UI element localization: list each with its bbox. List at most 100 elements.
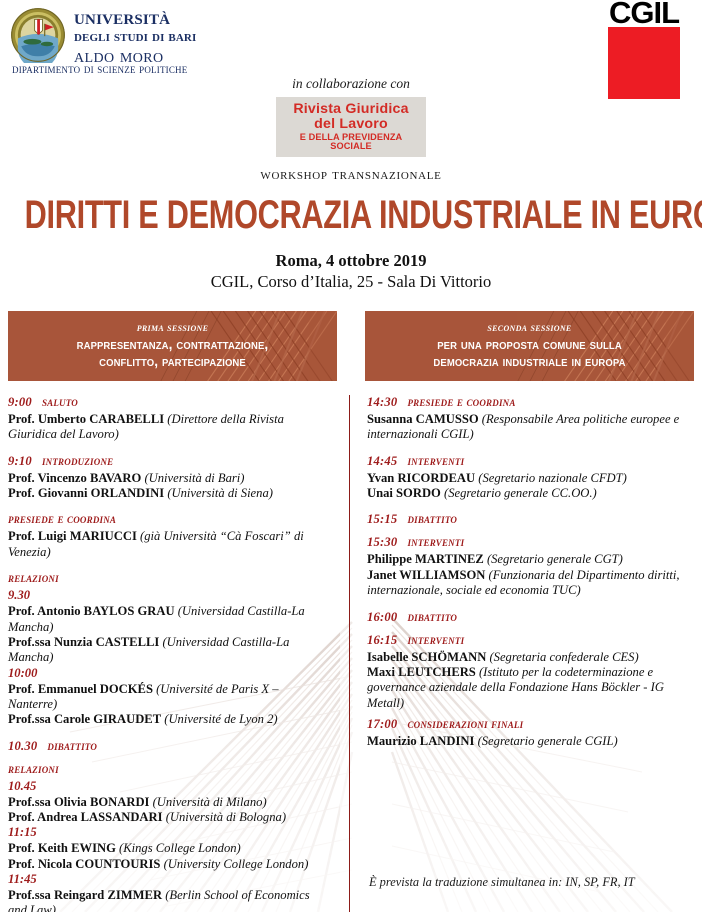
- speaker-name: Maxi LEUTCHERS: [367, 664, 476, 679]
- journal-line-3: E DELLA PREVIDENZA SOCIALE: [299, 131, 403, 152]
- program-speaker: Prof. Luigi MARIUCCI (già Università “Cà…: [8, 529, 328, 560]
- speaker-affiliation: (University College London): [163, 856, 309, 871]
- program-speaker: Prof. Vincenzo BAVARO (Università di Bar…: [8, 471, 328, 486]
- event-venue: CGIL, Corso d’Italia, 25 - Sala Di Vitto…: [210, 272, 492, 291]
- program-heading: 17:00 Considerazioni finali: [367, 717, 689, 732]
- page-title: DIRITTI E DEMOCRAZIA INDUSTRIALE IN EURO…: [24, 191, 702, 237]
- program-speaker: Philippe MARTINEZ (Segretario generale C…: [367, 552, 689, 567]
- session-2-title-line-1: Per una proposta comune sulla: [437, 337, 622, 354]
- program-time: 10:00: [8, 665, 38, 680]
- program-heading: 16:00 Dibattito: [367, 610, 689, 625]
- speaker-name: Prof. Andrea LASSANDARI: [8, 810, 163, 825]
- program-time: 16:15: [367, 632, 398, 647]
- session-banner-2: Seconda Sessione Per una proposta comune…: [365, 311, 694, 381]
- university-line-2: degli Studi di Bari: [74, 28, 197, 45]
- speaker-affiliation: (Segretario generale CGIL): [477, 733, 618, 748]
- program-spacer: [8, 443, 328, 454]
- speaker-name: Maurizio LANDINI: [367, 733, 475, 748]
- program-time: 17:00: [367, 716, 398, 731]
- event-date: Roma, 4 ottobre 2019: [275, 251, 427, 270]
- speaker-affiliation: (Université de Lyon 2): [164, 712, 278, 727]
- speaker-name: Janet WILLIAMSON: [367, 567, 486, 582]
- program-speaker: Prof. Emmanuel DOCKÉS (Université de Par…: [8, 682, 328, 713]
- program-time: 9:10: [8, 453, 32, 468]
- program-speaker: Prof.ssa Nunzia CASTELLI (Universidad Ca…: [8, 635, 328, 666]
- banner-texture-2: [365, 311, 694, 381]
- program-heading-label: Interventi: [407, 535, 465, 550]
- program-time: 10.30: [8, 738, 38, 753]
- program-heading: Relazioni: [8, 762, 328, 777]
- program-heading: Relazioni: [8, 571, 328, 586]
- program-heading: 9:00 Saluto: [8, 395, 328, 410]
- program-speaker: Prof. Antonio BAYLOS GRAU (Universidad C…: [8, 604, 328, 635]
- program-time: 11:45: [8, 872, 37, 887]
- session-banners: Prima Sessione Rappresentanza, contratta…: [0, 311, 702, 381]
- program-time: 16:00: [367, 609, 398, 624]
- program-heading-label: Presiede e coordina: [8, 512, 117, 527]
- program-time: 10.45: [8, 778, 37, 793]
- program-time: 14:45: [367, 453, 398, 468]
- program-spacer: [367, 501, 689, 512]
- translation-note: È prevista la traduzione simultanea in: …: [369, 875, 635, 889]
- program-speaker: Prof. Nicola COUNTOURIS (University Coll…: [8, 857, 328, 872]
- speaker-affiliation: (Università di Bologna): [165, 810, 287, 825]
- program-heading-label: Relazioni: [8, 571, 59, 586]
- program-speaker: Prof. Umberto CARABELLI (Direttore della…: [8, 412, 328, 443]
- university-branding: Università degli Studi di Bari Aldo Moro: [10, 6, 196, 66]
- university-name: Università degli Studi di Bari Aldo Moro: [74, 6, 196, 66]
- program-heading: 14:45 Interventi: [367, 454, 689, 469]
- session-2-kicker: Seconda Sessione: [487, 322, 572, 335]
- program-speaker: Isabelle SCHÖMANN (Segretaria confederal…: [367, 650, 689, 665]
- program-time: 9:00: [8, 395, 32, 409]
- program-speaker: Prof.ssa Reingard ZIMMER (Berlin School …: [8, 888, 328, 912]
- speaker-name: Prof.ssa Reingard ZIMMER: [8, 888, 163, 903]
- program-spacer: [8, 501, 328, 512]
- program-heading: 15:15 Dibattito: [367, 512, 689, 527]
- program-speaker: Prof.ssa Olivia BONARDI (Università di M…: [8, 795, 328, 810]
- speaker-name: Prof. Giovanni ORLANDINI: [8, 486, 165, 501]
- speaker-name: Prof. Antonio BAYLOS GRAU: [8, 604, 175, 619]
- speaker-name: Prof. Umberto CARABELLI: [8, 412, 165, 426]
- program-speaker: Unai SORDO (Segretario generale CC.OO.): [367, 486, 689, 501]
- program-heading-label: Considerazioni finali: [407, 716, 524, 731]
- program-time: 11:15: [8, 825, 37, 840]
- speaker-name: Prof.ssa Carole GIRAUDET: [8, 712, 162, 727]
- speaker-name: Prof. Nicola COUNTOURIS: [8, 856, 161, 871]
- program-spacer: [367, 599, 689, 610]
- program-heading-label: Dibattito: [407, 512, 458, 527]
- program-time: 14:30: [367, 395, 398, 409]
- program-heading: 10.30 Dibattito: [8, 739, 328, 754]
- speaker-name: Yvan RICORDEAU: [367, 470, 476, 485]
- speaker-name: Prof. Vincenzo BAVARO: [8, 470, 142, 485]
- program-heading-label: Introduzione: [41, 453, 114, 468]
- program-spacer: [8, 560, 328, 571]
- collaboration-block: in collaborazione con Rivista Giuridica …: [0, 76, 702, 158]
- program-heading: Presiede e coordina: [8, 512, 328, 527]
- speaker-name: Susanna CAMUSSO: [367, 412, 479, 426]
- speaker-affiliation: (Università di Bari): [144, 470, 245, 485]
- event-details: Roma, 4 ottobre 2019 CGIL, Corso d’Itali…: [0, 251, 702, 292]
- program-speaker: Janet WILLIAMSON (Funzionaria del Dipart…: [367, 568, 689, 599]
- speaker-name: Prof. Luigi MARIUCCI: [8, 529, 137, 544]
- speaker-affiliation: (già Università “Cà Foscari” di Venezia): [8, 529, 304, 559]
- program-spacer: [8, 728, 328, 739]
- speaker-affiliation: (Funzionaria del Dipartimento diritti, i…: [367, 567, 680, 598]
- session-1-kicker: Prima Sessione: [136, 322, 209, 335]
- program-heading: 14:30 Presiede e coordina: [367, 395, 689, 410]
- session-2-title-line-2: democrazia industriale in Europa: [433, 353, 626, 370]
- banner-texture-1: [8, 311, 337, 381]
- program-column-right: 14:30 Presiede e coordina Susanna CAMUSSO…: [359, 395, 689, 912]
- program-speaker: Susanna CAMUSSO (Responsabile Area polit…: [367, 412, 689, 443]
- workshop-kicker: Workshop Transnazionale: [260, 167, 442, 183]
- program-time: 9.30: [8, 588, 31, 603]
- speaker-affiliation: (Università di Milano): [152, 794, 267, 809]
- speaker-affiliation: (Università di Siena): [167, 486, 273, 501]
- university-seal-icon: [11, 8, 65, 63]
- program-time: 15:15: [367, 512, 398, 527]
- program-speaker: Prof. Andrea LASSANDARI (Università di B…: [8, 810, 328, 825]
- program-speaker: Maxi LEUTCHERS (Istituto per la codeterm…: [367, 665, 689, 711]
- department-name: Dipartimento di Scienze Politiche: [12, 61, 188, 76]
- program-heading-label: Relazioni: [8, 761, 59, 776]
- program-heading: 16:15 Interventi: [367, 633, 689, 648]
- university-line-3: Aldo Moro: [74, 44, 164, 67]
